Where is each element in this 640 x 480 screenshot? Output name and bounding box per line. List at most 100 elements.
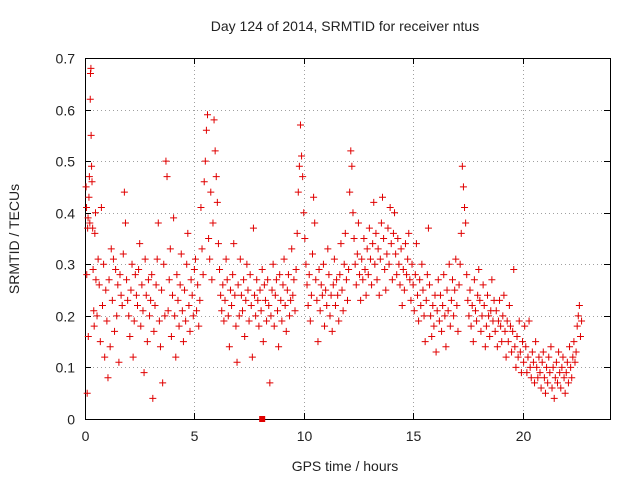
data-point <box>218 307 226 315</box>
data-point <box>82 183 90 191</box>
data-point <box>271 291 279 299</box>
data-point <box>468 302 476 310</box>
data-point <box>459 183 467 191</box>
data-point <box>334 291 342 299</box>
data-point <box>136 240 144 248</box>
data-point <box>193 307 201 315</box>
data-point <box>120 188 128 196</box>
data-point <box>280 255 288 263</box>
data-point <box>358 255 366 263</box>
x-tick-label: 10 <box>297 428 313 444</box>
data-point <box>204 111 211 119</box>
data-point <box>163 173 171 181</box>
data-point <box>442 343 450 351</box>
data-point <box>205 235 213 242</box>
data-point <box>547 343 555 351</box>
data-point <box>359 276 367 284</box>
data-point <box>179 338 187 346</box>
data-point <box>87 64 95 72</box>
data-point <box>566 343 574 351</box>
data-point <box>147 296 155 304</box>
data-point <box>249 224 257 232</box>
data-point <box>514 353 522 361</box>
data-point <box>541 389 549 397</box>
data-point <box>173 271 181 279</box>
data-point <box>164 307 172 315</box>
x-tick-label: 15 <box>406 428 422 444</box>
data-point <box>323 302 331 310</box>
data-point <box>244 286 252 294</box>
data-point <box>304 302 312 310</box>
data-point <box>198 245 206 253</box>
data-point <box>485 312 493 320</box>
data-point <box>214 240 222 248</box>
data-point <box>361 265 369 273</box>
data-point <box>523 369 531 377</box>
data-point <box>161 312 169 320</box>
data-point <box>84 332 92 340</box>
data-point <box>349 209 357 217</box>
data-point <box>166 245 174 253</box>
data-points <box>82 64 586 422</box>
data-point <box>115 358 123 366</box>
data-point <box>486 332 494 340</box>
data-point <box>529 358 537 366</box>
data-point <box>434 276 442 284</box>
data-point <box>242 296 250 304</box>
data-point <box>462 219 470 227</box>
data-point <box>373 276 381 284</box>
data-point <box>301 235 309 242</box>
data-point <box>156 343 164 351</box>
data-point <box>475 265 483 273</box>
data-point <box>348 162 356 170</box>
data-point <box>537 384 545 392</box>
data-point <box>283 286 291 294</box>
data-point <box>230 240 238 248</box>
data-point <box>231 291 239 299</box>
data-point <box>261 296 269 304</box>
data-point <box>89 224 97 232</box>
data-point <box>321 322 329 330</box>
data-point <box>269 260 277 268</box>
data-point <box>177 250 185 258</box>
data-point <box>563 358 571 366</box>
data-point <box>558 363 566 371</box>
data-point <box>307 291 315 299</box>
data-point <box>113 312 121 320</box>
data-point <box>276 271 284 279</box>
y-tick-label: 0.3 <box>56 257 76 273</box>
data-point <box>404 255 412 263</box>
data-point <box>211 147 219 155</box>
data-point <box>403 271 411 279</box>
data-point <box>317 281 325 289</box>
x-tick-label: 5 <box>191 428 199 444</box>
data-point <box>314 338 322 346</box>
data-point <box>160 260 168 268</box>
data-point <box>89 265 97 273</box>
data-point <box>295 162 303 170</box>
data-point <box>351 260 359 268</box>
data-point <box>554 379 561 387</box>
data-point <box>117 291 125 299</box>
data-point <box>372 229 380 237</box>
data-point <box>86 219 94 227</box>
data-point <box>544 379 552 387</box>
data-point <box>286 312 294 320</box>
data-point <box>369 240 377 248</box>
data-point <box>347 147 355 155</box>
data-point <box>116 271 124 279</box>
data-point <box>96 338 104 346</box>
data-point <box>420 312 428 320</box>
data-point <box>140 369 148 377</box>
data-point <box>572 348 580 356</box>
data-point <box>104 374 112 382</box>
data-point <box>195 322 203 330</box>
data-point <box>533 363 541 371</box>
data-point <box>399 265 407 273</box>
plot-frame <box>85 58 611 420</box>
data-point <box>394 235 402 242</box>
y-tick-label: 0.2 <box>56 309 76 325</box>
data-point <box>421 338 429 346</box>
data-point <box>439 302 447 310</box>
x-tick-label: 20 <box>516 428 532 444</box>
